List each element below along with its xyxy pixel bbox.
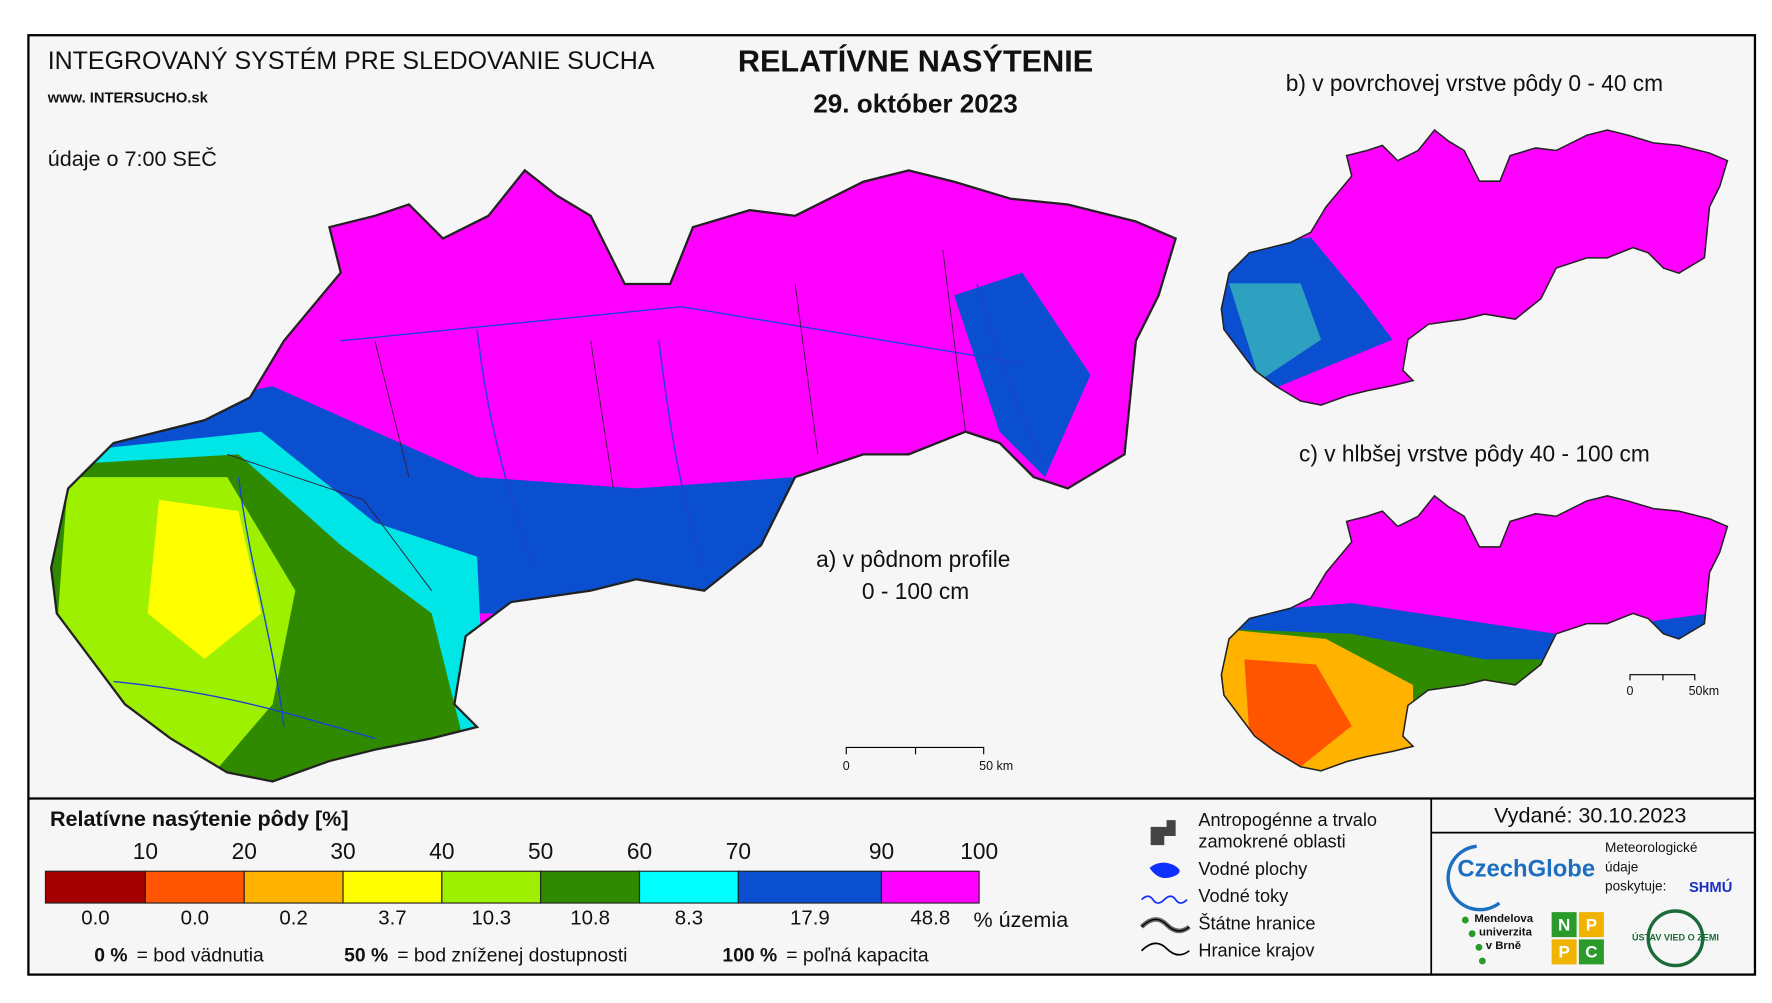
class-share: 0.0 [181, 906, 209, 929]
legend-swatch [638, 870, 739, 904]
logo-mendel: univerzita [1479, 927, 1533, 939]
scale-length: 50 km [979, 759, 1013, 773]
logo-nppc-cell [1578, 939, 1604, 965]
legend-title: Relatívne nasýtenie pôdy [%] [50, 806, 349, 831]
logo-czechglobe: CzechGlobe [1457, 855, 1595, 882]
logo-mendel: Mendelova [1474, 913, 1533, 925]
logo-nppc-cell [1578, 912, 1604, 938]
map-b-label: b) v povrchovej vrstve pôdy 0 - 40 cm [1286, 70, 1663, 96]
scale-zero-small: 0 [1627, 684, 1634, 698]
threshold-label: 30 [330, 838, 355, 864]
note-value: 100 % [722, 946, 777, 967]
class-share: 0.2 [279, 906, 307, 929]
logo-nppc-letter: N [1558, 915, 1570, 934]
provider-text: poskytuje: [1605, 879, 1666, 894]
symbol-water [1149, 862, 1180, 879]
time-note: údaje o 7:00 SEČ [48, 146, 217, 171]
note-text: = poľná kapacita [786, 946, 929, 967]
date: 29. október 2023 [813, 89, 1018, 119]
legend-swatch [880, 870, 980, 904]
note-text: = bod zníženej dostupnosti [397, 946, 627, 967]
issued: Vydané: 30.10.2023 [1494, 802, 1686, 827]
note-value: 0 % [94, 946, 127, 967]
system-name: INTEGROVANÝ SYSTÉM PRE SLEDOVANIE SUCHA [48, 46, 655, 75]
threshold-label: 50 [528, 838, 553, 864]
logo-mendel: v Brně [1486, 940, 1521, 952]
website: www. INTERSUCHO.sk [47, 91, 209, 107]
legend-swatch [737, 870, 883, 904]
provider-text: Meteorologické [1605, 840, 1697, 855]
legend-swatch [441, 870, 542, 904]
threshold-label: 90 [869, 838, 894, 864]
logos: CzechGlobe Meteorologické údaje poskytuj… [1446, 840, 1732, 968]
symbols: Antropogénne a trvalo zamokrené oblasti … [1139, 810, 1377, 961]
scale-bar [845, 746, 985, 755]
symbol-label: Vodné toky [1198, 886, 1289, 906]
symbol-label: Štátne hranice [1198, 912, 1315, 933]
legend-swatch [342, 870, 443, 904]
class-share: 48.8 [910, 906, 950, 929]
logo-nppc-letter: C [1585, 943, 1597, 962]
logo-uvz: ÚSTAV VIED O ZEMI [1632, 932, 1719, 943]
class-share: 17.9 [790, 906, 830, 929]
legend-swatch [44, 870, 146, 904]
note-value: 50 % [344, 946, 388, 967]
legend-swatch [540, 870, 641, 904]
threshold-label: 20 [232, 838, 257, 864]
scale-zero: 0 [843, 759, 850, 773]
scale-bar-small [1629, 674, 1696, 681]
logo-nppc-cell [1551, 912, 1577, 938]
threshold-label: 40 [429, 838, 454, 864]
logo-nppc-letter: P [1586, 915, 1597, 934]
symbol-label: Hranice krajov [1198, 941, 1315, 961]
symbol-label: Antropogénne a trvalo [1198, 810, 1377, 830]
logo-nppc-letter: P [1558, 943, 1569, 962]
symbol-river [1140, 895, 1188, 904]
class-share: 10.3 [471, 906, 511, 929]
legend: Relatívne nasýtenie pôdy [%] % územia 0.… [44, 806, 1068, 967]
threshold-label: 60 [627, 838, 652, 864]
provider-text: údaje [1605, 859, 1638, 874]
class-share: 3.7 [378, 906, 406, 929]
map-a-depth: 0 - 100 cm [862, 578, 969, 604]
legend-swatch [144, 870, 245, 904]
note-text: = bod vädnutia [137, 946, 264, 967]
symbol-label: Vodné plochy [1198, 859, 1308, 879]
share-unit: % územia [973, 907, 1068, 932]
symbol-label: zamokrené oblasti [1198, 832, 1345, 852]
threshold-label: 10 [133, 838, 158, 864]
map-a-label: a) v pôdnom profile [816, 546, 1010, 572]
class-share: 10.8 [570, 906, 610, 929]
threshold-label: 70 [726, 838, 751, 864]
legend-swatch [243, 870, 344, 904]
symbol-wet [1150, 820, 1176, 846]
symbol-region [1140, 942, 1190, 956]
map-c-label: c) v hlbšej vrstve pôdy 40 - 100 cm [1299, 440, 1650, 466]
logo-shmu: SHMÚ [1689, 878, 1732, 896]
title: RELATÍVNE NASÝTENIE [738, 44, 1093, 79]
logo-nppc-cell [1551, 939, 1577, 965]
class-share: 8.3 [675, 906, 703, 929]
threshold-label: 100 [960, 838, 998, 864]
scale-length-small: 50km [1689, 684, 1720, 698]
class-share: 0.0 [81, 906, 109, 929]
